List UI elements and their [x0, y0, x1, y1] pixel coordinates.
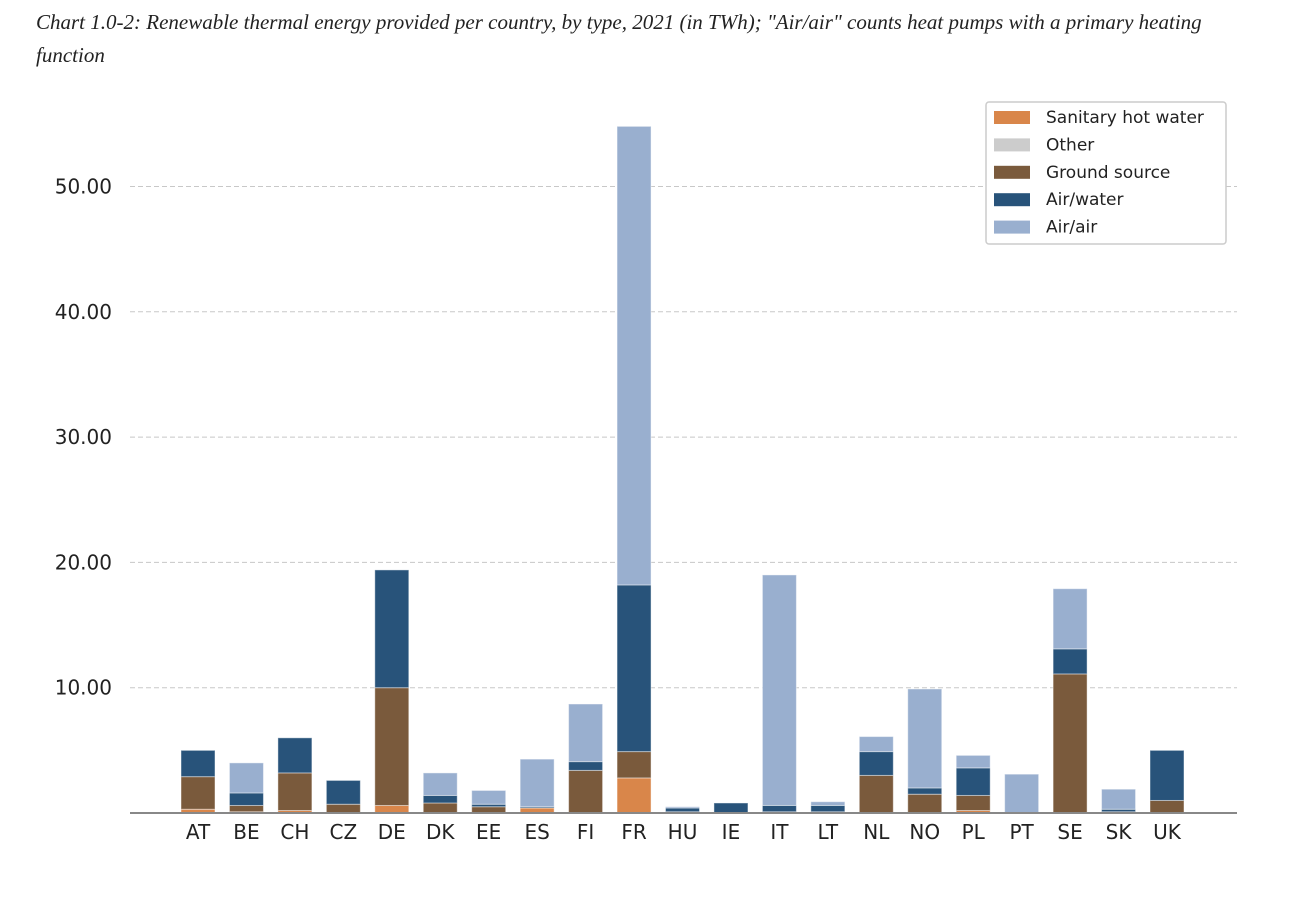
bar-segment-CH-ground-source — [277, 772, 313, 811]
bar-segment-HU-air-water — [665, 807, 700, 813]
bar-segment-AT-ground-source — [180, 776, 216, 810]
bar-segment-PL-air-water — [955, 767, 991, 796]
bar-segment-FR-air-water — [616, 584, 652, 753]
legend-swatch — [994, 165, 1030, 179]
x-tick-label: NO — [909, 820, 940, 844]
legend: Sanitary hot water Other Ground source Air/… — [985, 101, 1227, 245]
legend-swatch — [994, 138, 1030, 152]
x-tick-label: FR — [621, 820, 647, 844]
bar-segment-DE-ground-source — [374, 687, 410, 806]
bar-segment-IT-air-water — [761, 804, 797, 813]
bar-segment-LT-air-water — [810, 804, 846, 813]
legend-label: Air/water — [1046, 190, 1124, 210]
legend-label: Sanitary hot water — [1046, 108, 1204, 128]
bar-segment-SK-air-air — [1101, 788, 1137, 810]
bar-segment-CZ-ground-source — [325, 803, 361, 814]
bar-segment-AT-air-water — [180, 749, 216, 778]
bar-segment-PT-air-air — [1004, 773, 1040, 814]
legend-label: Other — [1046, 135, 1094, 155]
bar-segment-NO-air-water — [907, 787, 943, 795]
bar-segment-FR-air-air — [616, 125, 652, 586]
bar-segment-DE-sanitary-hot-water — [374, 804, 410, 814]
bar-segment-FI-air-water — [568, 761, 604, 771]
x-tick-label: PL — [962, 820, 986, 844]
x-tick-label: AT — [186, 820, 211, 844]
x-tick-label: NL — [863, 820, 890, 844]
bar-segment-IE-air-water — [713, 802, 749, 814]
bar-segment-PL-air-air — [955, 754, 991, 769]
bar-segment-CZ-air-water — [325, 779, 361, 805]
bar-segment-LT-air-air — [810, 801, 846, 806]
y-tick-label: 10.00 — [55, 676, 112, 700]
bar-segment-NL-air-air — [858, 736, 894, 753]
bar-segment-DK-air-air — [422, 772, 458, 796]
bar-segment-CH-air-water — [277, 737, 313, 774]
bar-segment-EE-air-air — [471, 789, 507, 805]
bar-segment-SK-air-water — [1101, 808, 1137, 813]
bar-segment-FI-air-air — [568, 703, 604, 763]
bar-segment-DE-air-water — [374, 569, 410, 689]
legend-swatch — [994, 111, 1030, 124]
bar-segment-FR-sanitary-hot-water — [616, 777, 652, 814]
chart-title: Chart 1.0-2: Renewable thermal energy pr… — [36, 10, 1202, 67]
x-tick-label: DE — [378, 820, 406, 844]
x-tick-label: UK — [1153, 820, 1182, 844]
bar-segment-NL-ground-source — [858, 774, 894, 814]
x-tick-label: HU — [668, 820, 698, 844]
x-tick-label: PT — [1010, 820, 1035, 844]
legend-label: Ground source — [1046, 163, 1170, 183]
x-tick-label: ES — [524, 820, 549, 844]
bar-segment-BE-ground-source — [228, 804, 264, 813]
bar-segment-IT-air-air — [761, 574, 797, 806]
legend-label: Air/air — [1046, 218, 1097, 238]
bar-segment-UK-air-water — [1149, 749, 1185, 801]
x-tick-label: IT — [770, 820, 789, 844]
x-tick-label: FI — [577, 820, 594, 844]
x-tick-label: DK — [426, 820, 455, 844]
bar-segment-DK-ground-source — [422, 802, 458, 814]
bar-segment-BE-air-air — [228, 762, 264, 794]
y-tick-label: 30.00 — [55, 425, 112, 449]
bar-segment-SE-air-water — [1052, 648, 1088, 675]
x-tick-label: EE — [476, 820, 501, 844]
bar-segment-NO-ground-source — [907, 793, 943, 814]
y-tick-label: 40.00 — [55, 300, 112, 324]
y-tick-label: 20.00 — [55, 550, 112, 574]
bar-segment-ES-air-air — [519, 758, 555, 808]
x-tick-label: IE — [722, 820, 741, 844]
x-tick-label: SK — [1106, 820, 1133, 844]
bar-segment-DK-air-water — [422, 794, 458, 804]
bar-segment-HU-air-air — [665, 806, 700, 809]
x-tick-label: CZ — [330, 820, 358, 844]
bar-segment-PL-ground-source — [955, 794, 991, 811]
bar-segment-SE-air-air — [1052, 588, 1088, 650]
bar-segment-NO-air-air — [907, 688, 943, 789]
legend-box — [985, 101, 1227, 245]
bar-segment-FR-ground-source — [616, 751, 652, 779]
y-tick-label: 50.00 — [55, 175, 112, 199]
bar-segment-NL-air-water — [858, 751, 894, 776]
x-tick-label: LT — [818, 820, 839, 844]
bar-segment-SE-ground-source — [1052, 673, 1088, 814]
bar-segment-UK-ground-source — [1149, 799, 1185, 814]
x-tick-label: CH — [280, 820, 309, 844]
bar-segment-FI-ground-source — [568, 769, 604, 814]
x-tick-label: BE — [233, 820, 259, 844]
legend-swatch — [994, 220, 1030, 234]
bar-segment-BE-air-water — [228, 792, 264, 806]
x-tick-label: SE — [1057, 820, 1082, 844]
legend-swatch — [994, 193, 1030, 207]
